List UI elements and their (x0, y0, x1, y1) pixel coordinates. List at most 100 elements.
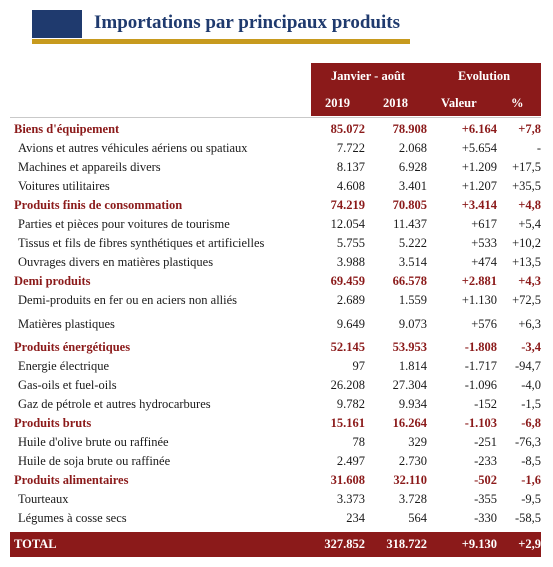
cell-2018: 27.304 (392, 378, 427, 392)
row-label: Parties et pièces pour voitures de touri… (18, 217, 230, 231)
cell-2019: 7.722 (336, 141, 365, 155)
cell-2018: 9.073 (398, 317, 427, 331)
cell-2018: 329 (408, 435, 427, 449)
cell-value: -355 (474, 492, 497, 506)
cell-percent: +4,3 (518, 274, 541, 288)
category-row: Produits bruts 15.161 16.264 -1.103 -6,8 (10, 414, 541, 433)
table-row: Energie électrique 97 1.814 -1.717 -94,7 (10, 357, 541, 376)
row-label: Tissus et fils de fibres synthétiques et… (18, 236, 265, 250)
cell-value: -1.717 (464, 359, 497, 373)
cell-percent: -58,5 (514, 511, 541, 525)
cell-2019: 2.689 (336, 293, 365, 307)
year-2019-header: 2019 (325, 95, 350, 110)
cell-value: +576 (471, 317, 497, 331)
cell-percent: -6,8 (521, 416, 541, 430)
row-label: Machines et appareils divers (18, 160, 161, 174)
row-label: Voitures utilitaires (18, 179, 110, 193)
cell-percent: +72,5 (512, 293, 541, 307)
row-label: Légumes à cosse secs (18, 511, 127, 525)
cell-2018: 1.559 (398, 293, 427, 307)
table-row: Voitures utilitaires 4.608 3.401 +1.207 +35,… (10, 177, 541, 196)
category-row: Produits finis de consommation 74.219 70.8… (10, 196, 541, 215)
cell-value: -251 (474, 435, 497, 449)
row-label: Produits alimentaires (14, 473, 129, 487)
cell-2019: 234 (346, 511, 365, 525)
row-label: Huile d'olive brute ou raffinée (18, 435, 169, 449)
cell-percent: -9,5 (521, 492, 541, 506)
period-header: Janvier - août (331, 69, 406, 83)
table-row: Tourteaux 3.373 3.728 -355 -9,5 (10, 490, 541, 509)
table-row: Tissus et fils de fibres synthétiques et… (10, 234, 541, 253)
cell-2019: 2.497 (336, 454, 365, 468)
cell-2019: 8.137 (336, 160, 365, 174)
row-label: Matières plastiques (18, 317, 115, 331)
cell-2018: 78.908 (392, 122, 427, 136)
percent-header: % (511, 95, 524, 110)
year-2018-header: 2018 (383, 95, 408, 110)
cell-value: -502 (474, 473, 497, 487)
cell-2018: 3.728 (398, 492, 427, 506)
cell-percent: +7,8 (518, 122, 541, 136)
cell-percent: +13,5 (512, 255, 541, 269)
cell-value: +533 (471, 236, 497, 250)
total-value: +9.130 (461, 537, 497, 551)
cell-value: +1.207 (461, 179, 497, 193)
cell-2019: 9.782 (336, 397, 365, 411)
table-row: Machines et appareils divers 8.137 6.928 +1… (10, 158, 541, 177)
row-label: Ouvrages divers en matières plastiques (18, 255, 214, 269)
cell-percent: -94,7 (514, 359, 541, 373)
table-row: Ouvrages divers en matières plastiques 3.… (10, 253, 541, 272)
title-underline (32, 39, 410, 44)
cell-2018: 66.578 (392, 274, 427, 288)
cell-2019: 97 (352, 359, 366, 373)
cell-value: -1.096 (464, 378, 497, 392)
total-2018: 318.722 (386, 537, 427, 551)
table-row: Gaz de pétrole et autres hydrocarbures 9.… (10, 395, 541, 414)
cell-value: +3.414 (461, 198, 497, 212)
page-header: Importations par principaux produits (32, 10, 410, 44)
cell-2019: 26.208 (330, 378, 365, 392)
row-label: Produits bruts (14, 416, 92, 430)
cell-2018: 564 (408, 511, 427, 525)
category-row: Produits alimentaires 31.608 32.110 -502 -1,… (10, 471, 541, 490)
cell-2019: 85.072 (330, 122, 365, 136)
cell-2019: 69.459 (330, 274, 365, 288)
cell-2019: 78 (352, 435, 366, 449)
cell-2019: 52.145 (330, 340, 365, 354)
cell-2019: 31.608 (330, 473, 365, 487)
cell-value: -233 (474, 454, 497, 468)
cell-percent: +10,2 (512, 236, 541, 250)
cell-percent: -3,4 (521, 340, 541, 354)
cell-percent: -1,5 (521, 397, 541, 411)
cell-value: +474 (471, 255, 497, 269)
cell-2019: 15.161 (330, 416, 365, 430)
row-label: Huile de soja brute ou raffinée (18, 454, 171, 468)
cell-percent: -4,0 (521, 378, 541, 392)
value-header: Valeur (441, 95, 477, 110)
cell-2019: 5.755 (336, 236, 365, 250)
total-2019: 327.852 (324, 537, 365, 551)
table-row: Huile d'olive brute ou raffinée 78 329 -251… (10, 433, 541, 452)
cell-2018: 16.264 (392, 416, 427, 430)
row-label: Demi-produits en fer ou en aciers non al… (18, 293, 238, 307)
row-label: Avions et autres véhicules aériens ou sp… (18, 141, 248, 155)
table-row: Gas-oils et fuel-oils 26.208 27.304 -1.096 -… (10, 376, 541, 395)
row-label: Biens d'équipement (14, 122, 120, 136)
cell-value: +1.209 (461, 160, 497, 174)
table-row: Parties et pièces pour voitures de touri… (10, 215, 541, 234)
cell-2018: 3.514 (398, 255, 427, 269)
table-header-top: Janvier - août Evolution (311, 63, 541, 90)
table-row: Légumes à cosse secs 234 564 -330 -58,5 (10, 509, 541, 528)
cell-2018: 70.805 (392, 198, 427, 212)
cell-percent: -1,6 (521, 473, 541, 487)
cell-2018: 11.437 (393, 217, 427, 231)
table-row: Huile de soja brute ou raffinée 2.497 2.73… (10, 452, 541, 471)
cell-percent: +6,3 (518, 317, 541, 331)
table-header-bottom: 2019 2018 Valeur % (311, 90, 541, 116)
row-label: Tourteaux (18, 492, 69, 506)
category-row: Biens d'équipement 85.072 78.908 +6.164 +7,8 (10, 120, 541, 139)
cell-value: +6.164 (461, 122, 497, 136)
cell-2018: 2.730 (398, 454, 427, 468)
cell-2019: 3.988 (336, 255, 365, 269)
row-label: Demi produits (14, 274, 91, 288)
